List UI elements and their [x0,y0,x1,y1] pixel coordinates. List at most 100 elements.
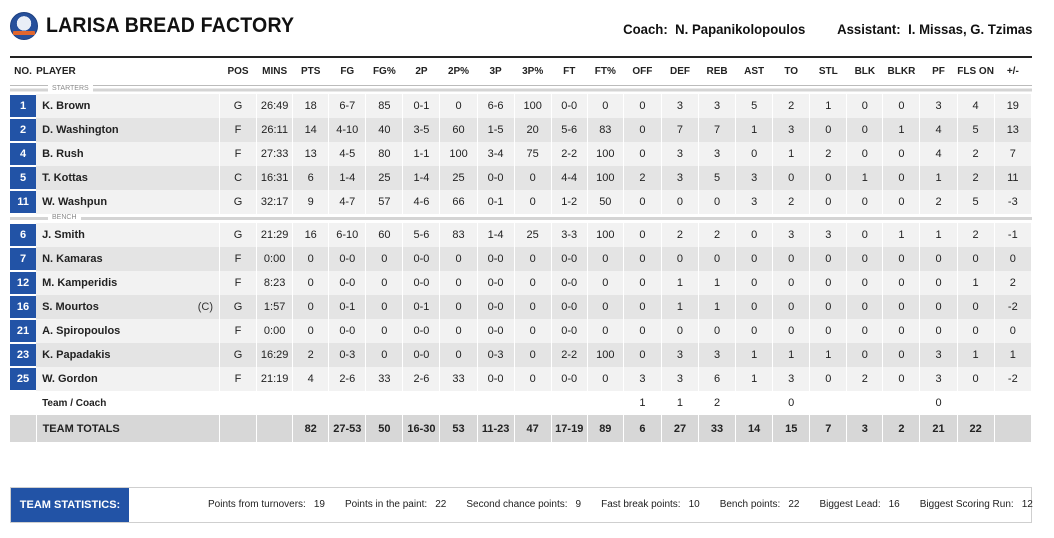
player-name-link[interactable]: W. Gordon [42,373,98,385]
player-name-link[interactable]: K. Papadakis [42,349,111,361]
captain-marker: (C) [197,301,213,313]
column-header[interactable]: REB [698,56,736,86]
stat-to: 1 [772,142,811,166]
stat-p3p: 0 [514,343,552,367]
stat-blkr: 0 [882,319,921,343]
total-p2p: 53 [439,415,478,442]
column-header[interactable]: BLKR [882,56,920,86]
stat-p2p: 33 [439,367,478,391]
stat-pos: C [219,166,258,190]
jersey-number: 12 [10,272,37,294]
starters-divider: STARTERS [10,85,1032,94]
team-stat-value: 19 [313,499,325,510]
stat-mins: 21:29 [256,223,294,247]
player-name-link[interactable]: W. Washpun [42,196,108,208]
stat-off: 2 [623,166,662,190]
stat-p3p: 0 [514,271,552,295]
player-name-link[interactable]: B. Rush [42,148,84,160]
column-header[interactable]: PTS [292,56,329,86]
column-header[interactable]: 2P [402,56,440,86]
total-ft: 17-19 [551,415,588,442]
column-header[interactable]: FLS ON [957,56,995,86]
player-row[interactable]: 1 K. Brown G 26:49 18 6-7 85 0-1 0 6-6 100 0-0 0 0 3 3 5… [10,94,1033,118]
player-row[interactable]: 6 J. Smith G 21:29 16 6-10 60 5-6 83 1-4 25 3-3 100 0… [10,223,1033,247]
player-name-link[interactable]: M. Kamperidis [42,277,118,289]
stat-ft: 2-2 [551,343,588,367]
stat-stl: 0 [809,118,848,142]
player-name-link[interactable]: A. Spiropoulos [42,325,121,337]
stat-ast: 3 [735,166,774,190]
stat-ftp: 0 [587,295,624,319]
player-name-link[interactable]: T. Kottas [42,172,88,184]
team-stat-label: Points from turnovers: [208,499,306,510]
player-name-link[interactable]: K. Brown [42,100,91,112]
column-header[interactable]: STL [809,56,847,86]
stat-pos [220,391,257,415]
player-name-link[interactable]: S. Mourtos [42,301,99,313]
player-row[interactable]: 7 N. Kamaras F 0:00 0 0-0 0 0-0 0 0-0 0 0-0 0 0 0 0 0 0 0 0… [10,247,1033,271]
column-header[interactable]: MINS [256,56,293,86]
stat-ast [736,391,773,415]
stat-fgp: 85 [365,94,404,118]
stat-mins: 0:00 [256,247,294,271]
column-header[interactable]: PF [919,56,958,86]
player-row[interactable]: 25 W. Gordon F 21:19 4 2-6 33 2-6 33 0-0 0 0-0 0 3 3 6 1… [10,367,1033,391]
stat-p2p: 0 [439,271,478,295]
player-row[interactable]: 2 D. Washington F 26:11 14 4-10 40 3-5 60 1-5 20 5-… [10,118,1033,142]
stat-p3p: 100 [514,94,552,118]
player-row[interactable]: 4 B. Rush F 27:33 13 4-5 80 1-1 100 3-4 75 2-2 100 0 3… [10,142,1033,166]
stat-blkr: 1 [882,118,921,142]
stat-p2: 1-4 [402,166,441,190]
total-off: 6 [623,415,662,442]
stat-ast: 0 [735,142,774,166]
team-stat-value: 10 [688,499,700,510]
stat-mins: 1:57 [256,295,294,319]
stat-p2: 0-0 [402,343,441,367]
player-row[interactable]: 12 M. Kamperidis F 8:23 0 0-0 0 0-0 0 0-0 0 0-0 0 0 1 1… [10,271,1033,295]
player-row[interactable]: 23 K. Papadakis G 16:29 2 0-3 0 0-0 0 0-3 0 2-2 100 0… [10,343,1033,367]
stat-pts: 16 [292,223,330,247]
stat-blk: 1 [846,166,884,190]
column-header[interactable]: 2P% [439,56,478,86]
player-row[interactable]: 16 S. Mourtos (C) G 1:57 0 0-1 0 0-1 0 0-0 0 0-0 0 0 1 1… [10,295,1033,319]
stat-fg: 6-10 [328,223,367,247]
column-header[interactable]: NO. [10,56,37,86]
column-header[interactable]: AST [735,56,773,86]
stat-ftp: 0 [587,94,624,118]
stat-fgp: 40 [365,118,404,142]
stat-p2: 2-6 [402,367,441,391]
column-header[interactable]: 3P% [514,56,552,86]
player-row[interactable]: 5 T. Kottas C 16:31 6 1-4 25 1-4 25 0-0 0 4-4 100 2 3 5… [10,166,1033,190]
column-header[interactable]: OFF [623,56,662,86]
player-name-link[interactable]: J. Smith [42,229,85,241]
stat-pf: 0 [919,271,958,295]
column-header[interactable]: DEF [661,56,699,86]
stat-pos: G [219,94,258,118]
stat-ftp: 100 [587,223,624,247]
stat-flson: 0 [957,295,995,319]
stat-fg: 4-5 [328,142,367,166]
stat-p3p: 0 [514,247,552,271]
column-header[interactable]: +/- [994,56,1032,86]
player-row[interactable]: 21 A. Spiropoulos F 0:00 0 0-0 0 0-0 0 0-0 0 0-0 0 0 0… [10,319,1033,343]
column-header[interactable]: FG% [365,56,403,86]
stat-blkr: 1 [882,223,921,247]
column-header[interactable]: 3P [477,56,515,86]
column-header[interactable]: FG [328,56,366,86]
stat-ftp: 83 [587,118,624,142]
column-header[interactable]: FT [551,56,588,86]
column-header[interactable]: BLK [846,56,883,86]
stat-mins: 16:29 [256,343,294,367]
player-name-link[interactable]: N. Kamaras [42,253,103,265]
column-header[interactable]: FT% [587,56,624,86]
stat-pos: F [219,271,258,295]
column-header[interactable]: POS [219,56,257,86]
stat-p2p: 100 [439,142,478,166]
player-row[interactable]: 11 W. Washpun G 32:17 9 4-7 57 4-6 66 0-1 0 1-2 50 0 0… [10,190,1033,214]
stat-blk [847,391,883,415]
stat-p3p: 20 [514,118,552,142]
stat-reb: 2 [698,223,737,247]
player-name-link[interactable]: D. Washington [42,124,119,136]
column-header[interactable]: TO [772,56,810,86]
column-header[interactable]: PLAYER [36,56,220,86]
